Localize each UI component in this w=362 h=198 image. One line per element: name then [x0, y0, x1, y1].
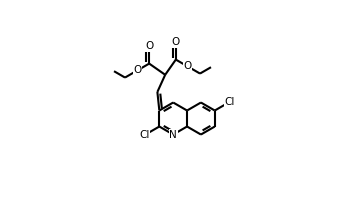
Text: O: O [134, 65, 142, 75]
Text: O: O [183, 61, 191, 71]
Text: O: O [172, 37, 180, 47]
Text: N: N [169, 129, 177, 140]
Text: Cl: Cl [225, 97, 235, 107]
Text: O: O [145, 41, 153, 51]
Text: Cl: Cl [139, 130, 149, 140]
